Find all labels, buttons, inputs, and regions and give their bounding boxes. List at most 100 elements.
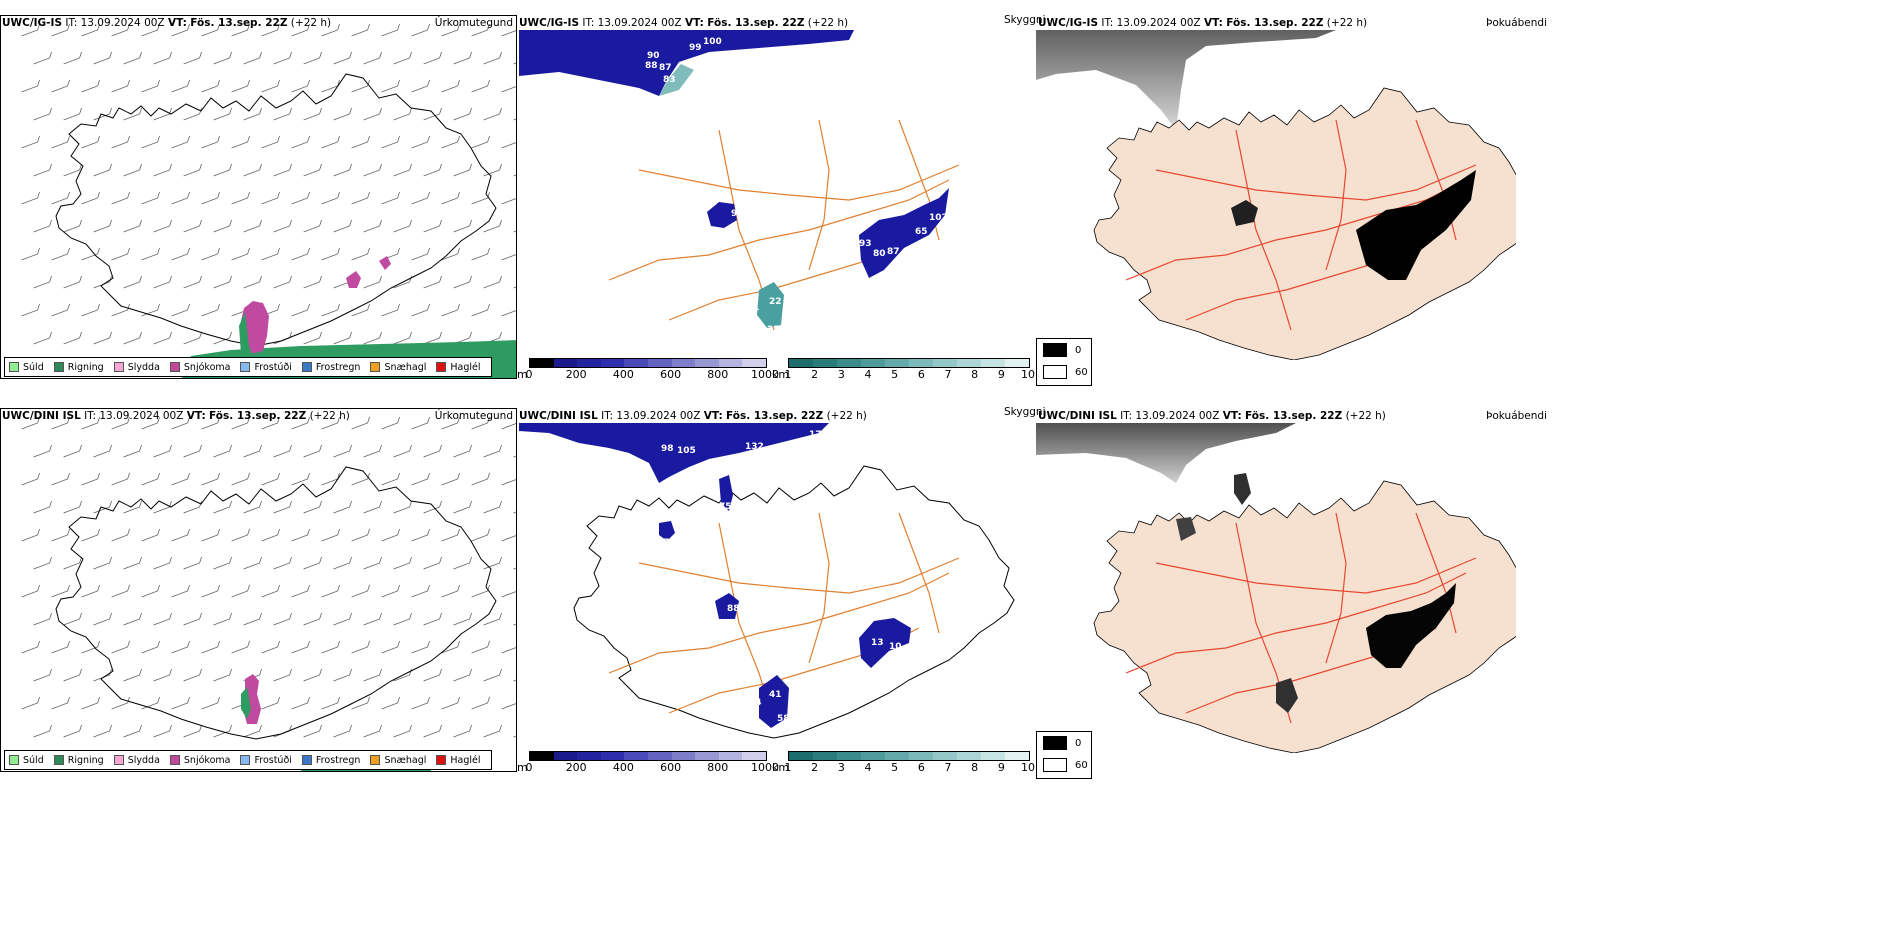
- wind-barb: [63, 444, 82, 458]
- road-line: [1125, 572, 1467, 674]
- wind-barb: [123, 219, 142, 233]
- wind-barb: [243, 612, 262, 626]
- wind-barb: [111, 247, 130, 261]
- wind-barb: [63, 612, 82, 626]
- wind-barb: [123, 51, 142, 65]
- wind-barb: [393, 444, 412, 458]
- ceiling-value-label: 93: [859, 239, 872, 249]
- wind-barb: [21, 640, 40, 654]
- vis-colorbar-2: km 1 2 3 4 5 6 7 8 9 10: [772, 751, 1036, 777]
- wind-barb: [153, 107, 172, 121]
- wind-barb: [411, 247, 430, 261]
- height-colorbar-1: m 0 200 400 600 800 1000: [517, 358, 779, 384]
- wind-barb: [453, 331, 472, 345]
- wind-barb: [231, 472, 250, 486]
- wind-barb: [363, 500, 382, 514]
- wind-barb: [321, 135, 340, 149]
- colorbar-tick: 6: [917, 761, 925, 774]
- wind-barb: [303, 107, 322, 121]
- wind-barb: [363, 612, 382, 626]
- wind-barb: [483, 500, 502, 514]
- legend-item-slydda: Slydda: [113, 755, 160, 766]
- legend-swatch: [113, 362, 124, 372]
- colorbar-segment: [861, 359, 885, 367]
- ceiling-value-label: 91: [747, 303, 760, 313]
- colorbar-tick: 8: [971, 761, 979, 774]
- wind-barb: [423, 500, 442, 514]
- wind-barb: [303, 331, 322, 345]
- it-value: 13.09.2024 00Z: [80, 17, 165, 29]
- wind-barb: [411, 640, 430, 654]
- wind-barb: [411, 472, 430, 486]
- wind-barb: [453, 668, 472, 682]
- wind-barb: [81, 416, 100, 430]
- it-value: 13.09.2024 00Z: [616, 410, 701, 422]
- colorbar-tick: 7: [944, 761, 952, 774]
- teal-area-south: [757, 282, 784, 328]
- wind-barb: [393, 331, 412, 345]
- wind-barb: [123, 556, 142, 570]
- colorbar-tick: 3: [837, 368, 845, 381]
- wind-barb: [501, 254, 516, 261]
- wind-barb: [501, 142, 516, 149]
- wind-barb: [183, 612, 202, 626]
- wind-barb: [273, 500, 292, 514]
- wind-barb: [471, 528, 490, 542]
- vt-label: VT:: [1203, 17, 1223, 29]
- wind-barb: [483, 107, 502, 121]
- wind-barb: [201, 191, 220, 205]
- wind-barb: [183, 444, 202, 458]
- wind-barb: [441, 79, 460, 93]
- ceiling-value-label: 90: [647, 51, 660, 61]
- wind-barb: [363, 107, 382, 121]
- wind-barb: [51, 23, 70, 37]
- wind-barb: [321, 191, 340, 205]
- wind-barb: [303, 275, 322, 289]
- rain-area-south: [239, 312, 253, 356]
- wind-barb: [51, 135, 70, 149]
- wind-barb: [123, 163, 142, 177]
- wind-barb: [123, 107, 142, 121]
- legend-swatch: [436, 362, 447, 372]
- wind-barb: [321, 303, 340, 317]
- colorbar-tick: 400: [612, 761, 634, 774]
- wind-barb: [441, 303, 460, 317]
- wind-barb: [231, 416, 250, 430]
- wind-barb: [423, 331, 442, 345]
- wind-barb: [111, 135, 130, 149]
- vt-value: Fös. 13.sep. 22Z: [1245, 410, 1343, 422]
- vis-ticks: 1 2 3 4 5 6 7 8 9 10: [785, 761, 1036, 775]
- panel-title: Úrkomutegund: [434, 410, 513, 422]
- road-line: [1155, 557, 1477, 594]
- wind-barb: [351, 528, 370, 542]
- legend-swatch: [370, 362, 381, 372]
- vt-value: Fös. 13.sep. 22Z: [1226, 17, 1324, 29]
- legend-item-rigning: Rigning: [53, 362, 104, 373]
- wind-barb: [363, 444, 382, 458]
- legend-swatch: [436, 755, 447, 765]
- wind-barb: [351, 640, 370, 654]
- wind-barb: [231, 247, 250, 261]
- road-line: [608, 179, 950, 281]
- colorbar-segment: [813, 752, 837, 760]
- colorbar-tick: 9: [997, 761, 1005, 774]
- wind-barb: [453, 444, 472, 458]
- legend-item-rigning: Rigning: [53, 755, 104, 766]
- wind-barb: [201, 135, 220, 149]
- ceiling-value-label: 87: [887, 247, 900, 257]
- wind-barb: [261, 416, 280, 430]
- wind-barb: [273, 219, 292, 233]
- fog-swatch-black: [1043, 736, 1067, 750]
- wind-barb: [33, 275, 52, 289]
- wind-barb: [93, 51, 112, 65]
- colorbar-segment: [909, 752, 933, 760]
- wind-barb: [291, 247, 310, 261]
- wind-barb: [21, 303, 40, 317]
- road-line: [1155, 164, 1477, 201]
- colorbar-segment: [1005, 752, 1029, 760]
- wind-barb: [33, 612, 52, 626]
- wind-barb: [51, 247, 70, 261]
- wind-barb: [471, 23, 490, 37]
- wind-barb: [171, 247, 190, 261]
